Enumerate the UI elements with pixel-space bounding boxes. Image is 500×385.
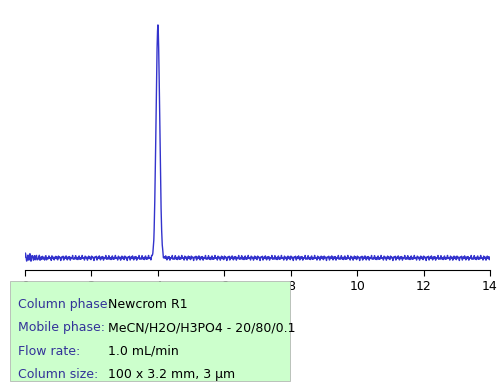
- Text: MeCN/H2O/H3PO4 - 20/80/0.1: MeCN/H2O/H3PO4 - 20/80/0.1: [108, 321, 295, 335]
- Text: 100 x 3.2 mm, 3 μm: 100 x 3.2 mm, 3 μm: [108, 368, 234, 381]
- Text: Column size:: Column size:: [18, 368, 98, 381]
- Text: Mobile phase:: Mobile phase:: [18, 321, 104, 335]
- Text: 1.0 mL/min: 1.0 mL/min: [108, 345, 178, 358]
- Text: Newcrom R1: Newcrom R1: [108, 298, 187, 311]
- Text: Flow rate:: Flow rate:: [18, 345, 80, 358]
- Text: Column phase:: Column phase:: [18, 298, 111, 311]
